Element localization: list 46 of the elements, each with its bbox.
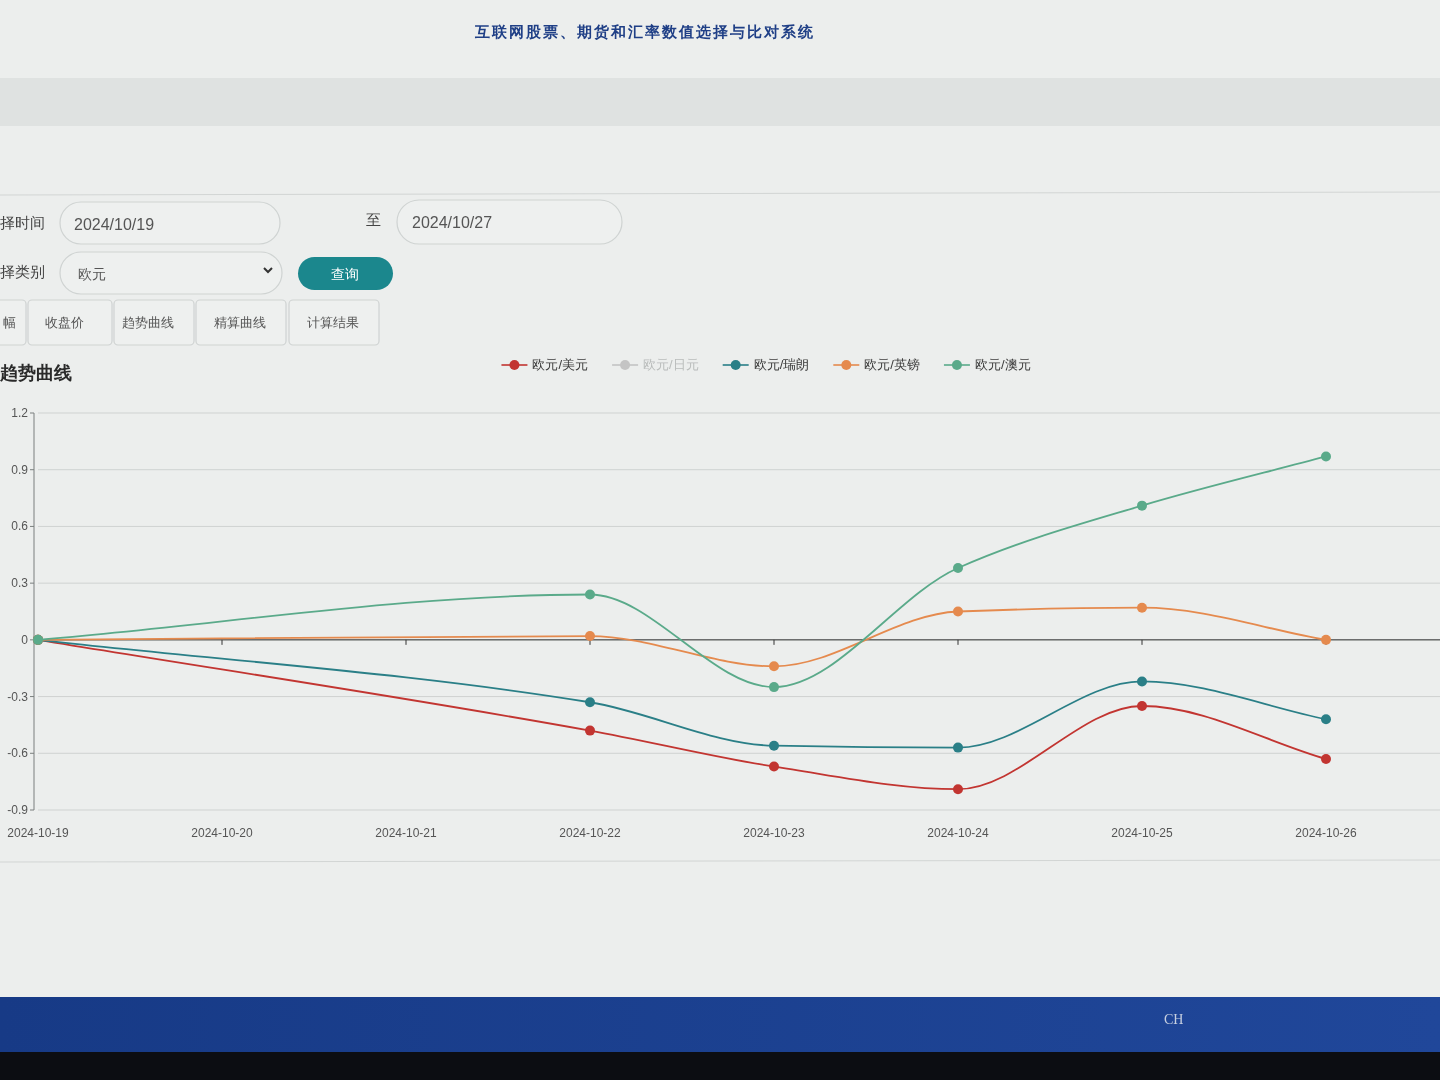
point	[1137, 701, 1147, 712]
x-tick-label: 2024-10-19	[7, 826, 70, 840]
y-tick-label: 0.3	[11, 576, 29, 591]
y-tick-label: 0.9	[11, 462, 29, 477]
point	[953, 606, 963, 617]
annotation: 互联网股票、期货和汇率数值选择与比对系统	[475, 23, 815, 40]
point	[585, 589, 595, 600]
y-tick-label: 0	[21, 632, 29, 647]
x-tick-label: 2024-10-22	[559, 826, 622, 840]
x-tick-label: 2024-10-23	[743, 826, 806, 840]
point	[769, 661, 779, 672]
point	[1137, 500, 1147, 511]
annotation: CH	[1164, 1012, 1184, 1027]
legend-label: 欧元/英镑	[864, 357, 920, 372]
y-tick-label: 0.6	[11, 519, 29, 534]
y-tick-label: -0.9	[7, 803, 29, 817]
point	[769, 761, 779, 772]
legend-label: 欧元/瑞朗	[753, 357, 810, 372]
point	[953, 742, 963, 753]
annotation: 择类别	[0, 263, 45, 280]
point	[953, 784, 963, 795]
x-tick-label: 2024-10-24	[927, 826, 990, 840]
point	[1321, 714, 1331, 725]
y-tick-label: -0.6	[7, 746, 29, 761]
x-tick-label: 2024-10-21	[375, 826, 438, 840]
chart-title: 趋势曲线	[0, 363, 72, 383]
point	[1321, 634, 1331, 645]
annotation: 择时间	[0, 214, 45, 231]
point	[1321, 753, 1331, 764]
annotation: 至	[366, 211, 381, 228]
point	[769, 740, 779, 751]
x-tick-label: 2024-10-25	[1111, 826, 1174, 840]
legend-label: 欧元/澳元	[974, 357, 1031, 372]
point	[585, 631, 595, 642]
y-tick-label: -0.3	[7, 689, 29, 704]
point	[585, 725, 595, 736]
point	[769, 682, 779, 693]
point	[1321, 451, 1331, 462]
x-tick-label: 2024-10-20	[191, 826, 254, 840]
point	[953, 563, 963, 574]
legend-label: 欧元/美元	[532, 357, 589, 372]
point	[1137, 602, 1147, 613]
y-tick-label: 1.2	[11, 406, 29, 420]
point	[585, 697, 595, 708]
x-tick-label: 2024-10-26	[1295, 826, 1358, 840]
point	[1137, 676, 1147, 687]
